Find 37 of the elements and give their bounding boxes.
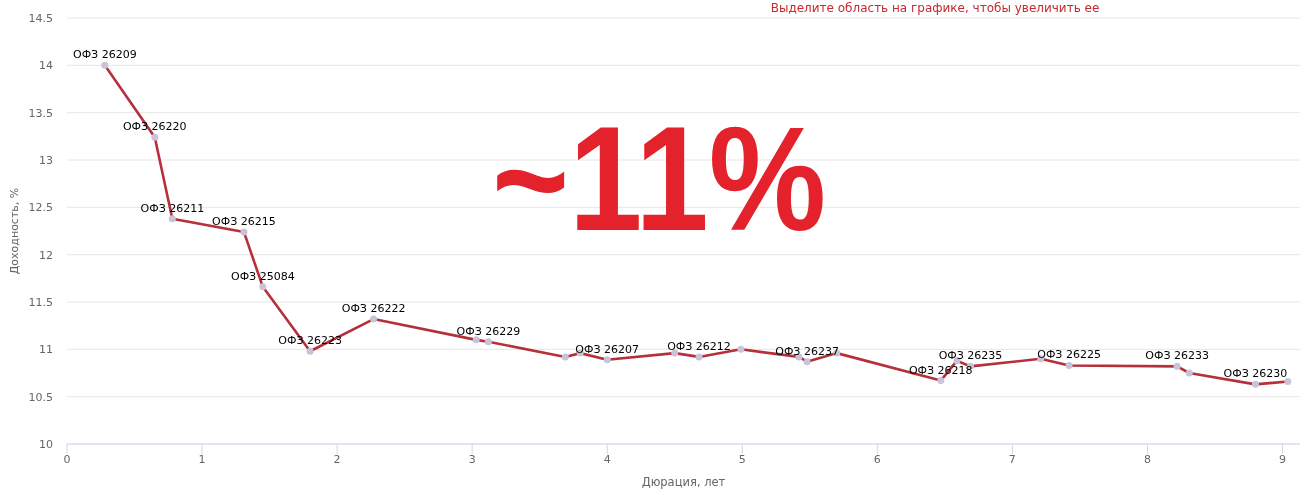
x-axis-title: Дюрация, лет	[641, 475, 726, 489]
x-tick-label: 8	[1143, 452, 1151, 466]
x-tick-label: 6	[873, 452, 881, 466]
x-tick-label: 7	[1008, 452, 1016, 466]
chart-title: Выделите область на графике, чтобы увеличить ее	[770, 1, 1100, 15]
x-tick-label: 9	[1278, 452, 1286, 466]
y-tick-label: 14	[39, 59, 53, 73]
annotation: ОФЗ 26235	[938, 349, 1003, 363]
annotation: ОФЗ 26233	[1145, 349, 1209, 363]
x-tick-label: 2	[333, 452, 341, 466]
x-tick-label: 4	[603, 452, 611, 466]
annotation: ОФЗ 26230	[1223, 367, 1288, 381]
y-tick-label: 11	[39, 343, 53, 357]
y-tick-label: 13.5	[28, 106, 53, 120]
y-tick-label: 10	[39, 437, 53, 451]
annotation: ОФЗ 26220	[122, 120, 187, 134]
y-tick-label: 12	[39, 248, 53, 262]
x-tick-label: 1	[198, 452, 206, 466]
annotation: ОФЗ 26207	[575, 342, 640, 356]
x-tick-label: 5	[738, 452, 746, 466]
y-tick-label: 12.5	[28, 201, 53, 215]
annotation: ОФЗ 26225	[1037, 348, 1101, 362]
annotation: ОФЗ 26215	[212, 214, 276, 228]
y-tick-label: 13	[39, 153, 53, 167]
y-tick-label: 11.5	[28, 295, 53, 309]
y-tick-label: 14.5	[28, 11, 53, 25]
x-tick-label: 0	[63, 452, 71, 466]
annotation: ОФЗ 26237	[775, 344, 839, 358]
annotation: ОФЗ 25084	[230, 269, 295, 283]
annotation: ОФЗ 26229	[456, 324, 521, 338]
y-axis-title: Доходность, %	[7, 187, 21, 275]
y-tick-label: 10.5	[28, 390, 53, 404]
annotation: ОФЗ 26222	[341, 302, 406, 316]
annotation: ОФЗ 26212	[667, 339, 731, 353]
x-tick-label: 3	[468, 452, 476, 466]
annotation: ~11%	[492, 97, 826, 262]
annotation: ОФЗ 26209	[72, 48, 137, 62]
